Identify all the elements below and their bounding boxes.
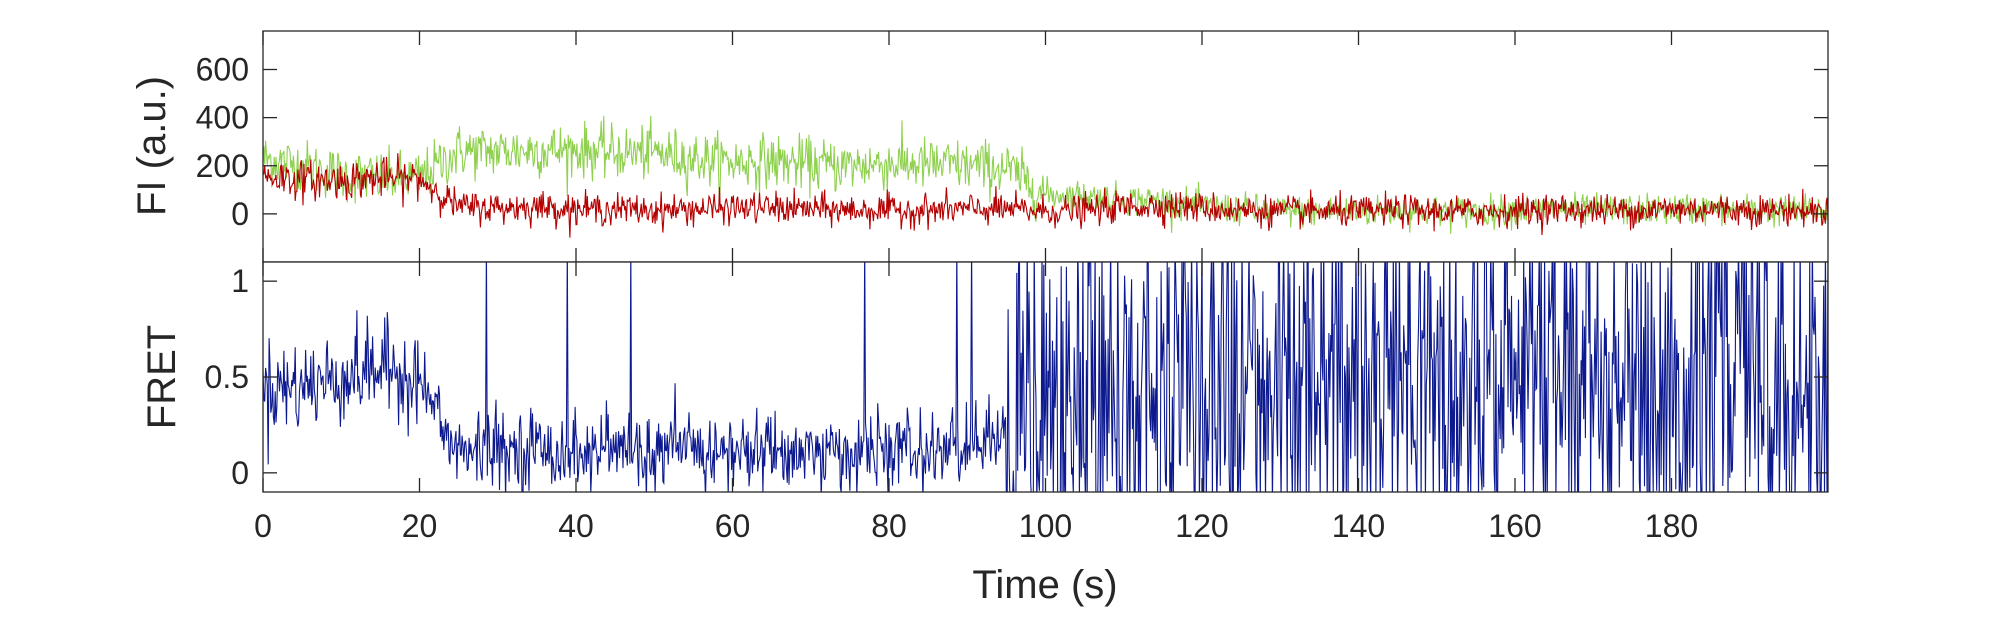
time-x-tick-label: 60 — [715, 508, 751, 544]
fi-y-tick-label: 200 — [196, 148, 249, 184]
fi-traces — [263, 115, 1828, 238]
fret-y-ticks: 00.51 — [205, 263, 1828, 491]
fi-series-line-1 — [263, 153, 1828, 238]
time-x-ticks: 0 20 40 60 80 100 120 140 160 180 — [254, 31, 1698, 544]
fi-plot-area — [263, 31, 1828, 262]
time-x-tick-label: 180 — [1645, 508, 1698, 544]
fi-y-axis-label: FI (a.u.) — [130, 76, 174, 216]
fret-panel: 00.51 0 20 40 60 80 100 120 140 160 180 FRET Time… — [140, 31, 1829, 607]
time-x-axis-label: Time (s) — [972, 563, 1117, 607]
fret-y-axis-label: FRET — [140, 325, 184, 429]
fret-y-tick-label: 0 — [231, 455, 249, 491]
fret-y-tick-label: 1 — [231, 263, 249, 299]
time-x-tick-label: 160 — [1488, 508, 1541, 544]
time-x-tick-label: 40 — [558, 508, 594, 544]
fi-series-line-0 — [263, 115, 1828, 234]
time-x-tick-label: 80 — [871, 508, 907, 544]
time-x-tick-label: 120 — [1175, 508, 1228, 544]
time-x-tick-label: 100 — [1019, 508, 1072, 544]
fi-y-ticks: 0 200 400 600 — [196, 52, 1828, 232]
fi-panel: 0 200 400 600 FI (a.u.) — [130, 30, 1829, 263]
fi-y-tick-label: 600 — [196, 52, 249, 88]
time-x-tick-label: 140 — [1332, 508, 1385, 544]
time-x-tick-label: 20 — [402, 508, 438, 544]
fi-y-tick-label: 400 — [196, 100, 249, 136]
fret-series-line — [263, 262, 1828, 492]
fret-y-tick-label: 0.5 — [205, 359, 249, 395]
fret-traces — [263, 262, 1828, 492]
time-x-tick-label: 0 — [254, 508, 272, 544]
fi-y-tick-label: 0 — [231, 196, 249, 232]
